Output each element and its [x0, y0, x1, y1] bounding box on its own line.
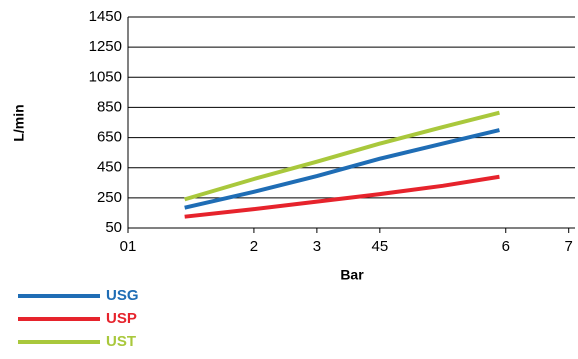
y-tick-label: 1450: [89, 8, 122, 25]
series-line: [184, 128, 500, 210]
y-tick-label: 450: [97, 159, 122, 176]
legend-label: UST: [106, 333, 136, 350]
y-tick-label: 50: [105, 219, 122, 236]
x-tick-label: 6: [502, 238, 510, 255]
series-line: [184, 110, 500, 202]
series-line: [184, 174, 500, 219]
legend-label: USP: [106, 310, 137, 327]
x-tick-label: 3: [313, 238, 321, 255]
y-tick-label: 650: [97, 129, 122, 146]
x-tick-label: 45: [371, 238, 388, 255]
y-tick-label: 850: [97, 98, 122, 115]
x-tick-label: 2: [250, 238, 258, 255]
x-tick-label: 7: [565, 238, 573, 255]
y-axis-label: L/min: [11, 104, 27, 141]
legend-label: USG: [106, 287, 139, 304]
x-tick-label: 01: [120, 238, 137, 255]
y-tick-label: 250: [97, 189, 122, 206]
y-tick-label: 1050: [89, 68, 122, 85]
y-tick-label: 1250: [89, 38, 122, 55]
x-axis-label: Bar: [340, 267, 364, 283]
